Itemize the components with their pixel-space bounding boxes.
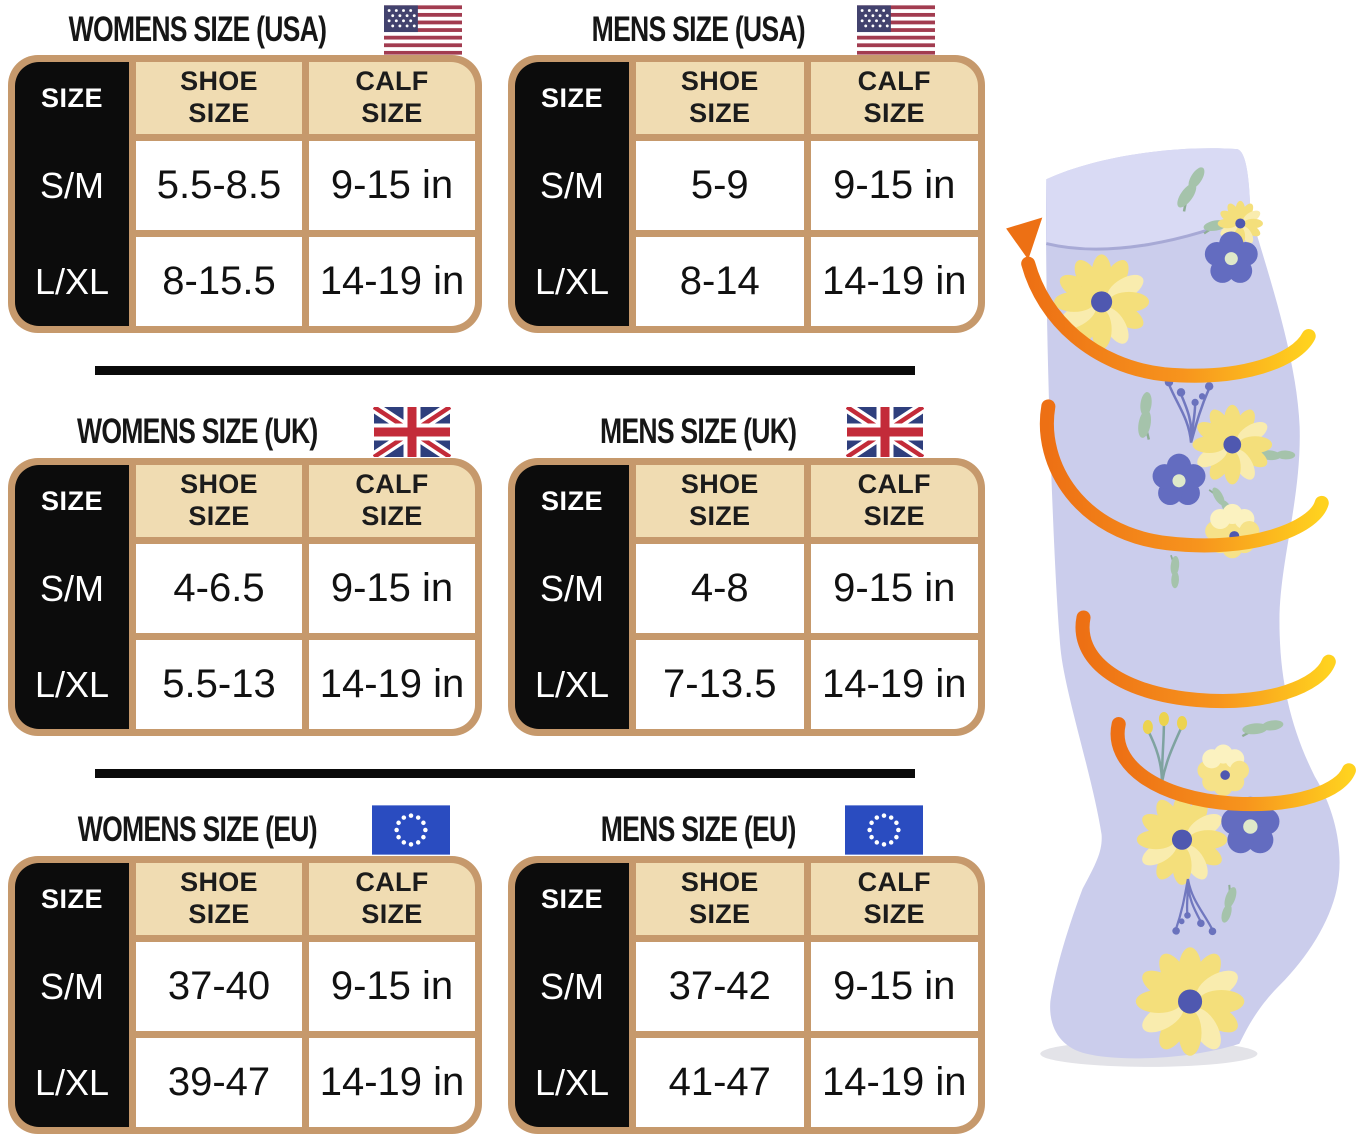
calf-value-sm: 9-15 in	[309, 942, 475, 1031]
size-table-womens-eu: SIZE S/M L/XL SHOE SIZE CALF SIZE 37-40 …	[8, 856, 482, 1134]
calf-size-header: CALF SIZE	[309, 863, 475, 935]
shoe-size-header: SHOE SIZE	[136, 62, 302, 134]
size-table-womens-usa: SIZE S/M L/XL SHOE SIZE CALF SIZE 5.5-8.…	[8, 55, 482, 333]
row-label-sm: S/M	[39, 164, 104, 206]
title-text: MENS SIZE (USA)	[591, 10, 806, 49]
size-table-womens-uk: SIZE S/M L/XL SHOE SIZE CALF SIZE 4-6.5 …	[8, 458, 482, 736]
title-text: WOMENS SIZE (UK)	[76, 412, 318, 451]
size-column: SIZE S/M L/XL	[515, 62, 629, 326]
size-table-mens-uk: SIZE S/M L/XL SHOE SIZE CALF SIZE 4-8 9-…	[508, 458, 985, 736]
size-column: SIZE S/M L/XL	[515, 863, 629, 1127]
title-mens-uk: MENS SIZE (UK)	[508, 406, 985, 458]
row-label-sm: S/M	[539, 164, 604, 206]
title-womens-eu: WOMENS SIZE (EU)	[8, 804, 482, 856]
row-label-sm: S/M	[39, 965, 104, 1007]
calf-size-header: CALF SIZE	[309, 465, 475, 537]
size-column-header: SIZE	[540, 883, 603, 914]
title-text: MENS SIZE (UK)	[600, 412, 797, 451]
row-label-sm: S/M	[39, 567, 104, 609]
shoe-size-header: SHOE SIZE	[636, 465, 804, 537]
eu-flag	[372, 805, 450, 855]
calf-value-sm: 9-15 in	[309, 141, 475, 230]
calf-value-lxl: 14-19 in	[810, 1038, 978, 1127]
size-column: SIZE S/M L/XL	[15, 465, 129, 729]
usa-flag	[857, 5, 935, 55]
shoe-value-lxl: 39-47	[136, 1038, 302, 1127]
section-divider-2	[95, 769, 915, 778]
shoe-value-lxl: 7-13.5	[636, 640, 804, 729]
row-label-lxl: L/XL	[34, 260, 110, 302]
shoe-size-header: SHOE SIZE	[136, 863, 302, 935]
calf-value-sm: 9-15 in	[810, 942, 978, 1031]
usa-flag	[384, 5, 462, 55]
size-column-header: SIZE	[40, 883, 103, 914]
size-table-mens-usa: SIZE S/M L/XL SHOE SIZE CALF SIZE 5-9 9-…	[508, 55, 985, 333]
row-label-lxl: L/XL	[534, 663, 610, 705]
shoe-value-sm: 5-9	[636, 141, 804, 230]
shoe-value-lxl: 8-15.5	[136, 237, 302, 326]
title-text: WOMENS SIZE (USA)	[68, 10, 326, 49]
size-table-mens-eu: SIZE S/M L/XL SHOE SIZE CALF SIZE 37-42 …	[508, 856, 985, 1134]
shoe-value-lxl: 41-47	[636, 1038, 804, 1127]
calf-size-header: CALF SIZE	[810, 62, 978, 134]
shoe-size-header: SHOE SIZE	[636, 62, 804, 134]
uk-flag	[373, 407, 451, 457]
row-label-lxl: L/XL	[34, 1061, 110, 1103]
calf-value-sm: 9-15 in	[810, 544, 978, 633]
calf-value-lxl: 14-19 in	[810, 640, 978, 729]
title-mens-usa: MENS SIZE (USA)	[508, 4, 985, 56]
calf-value-lxl: 14-19 in	[309, 640, 475, 729]
section-divider-1	[95, 366, 915, 375]
size-column: SIZE S/M L/XL	[15, 863, 129, 1127]
size-column-header: SIZE	[540, 485, 603, 516]
shoe-size-header: SHOE SIZE	[636, 863, 804, 935]
shoe-value-lxl: 5.5-13	[136, 640, 302, 729]
calf-value-sm: 9-15 in	[309, 544, 475, 633]
row-label-sm: S/M	[539, 567, 604, 609]
compression-spiral-arrow-icon	[1021, 256, 1356, 812]
floral-compression-sock	[1006, 148, 1356, 1067]
shoe-value-sm: 37-40	[136, 942, 302, 1031]
title-womens-uk: WOMENS SIZE (UK)	[8, 406, 482, 458]
size-column: SIZE S/M L/XL	[15, 62, 129, 326]
shoe-value-sm: 4-8	[636, 544, 804, 633]
shoe-value-lxl: 8-14	[636, 237, 804, 326]
size-column-header: SIZE	[40, 82, 103, 113]
title-womens-usa: WOMENS SIZE (USA)	[8, 4, 482, 56]
row-label-lxl: L/XL	[34, 663, 110, 705]
calf-size-header: CALF SIZE	[810, 863, 978, 935]
shoe-size-header: SHOE SIZE	[136, 465, 302, 537]
row-label-sm: S/M	[539, 965, 604, 1007]
shoe-value-sm: 37-42	[636, 942, 804, 1031]
shoe-value-sm: 4-6.5	[136, 544, 302, 633]
calf-size-header: CALF SIZE	[309, 62, 475, 134]
size-column-header: SIZE	[40, 485, 103, 516]
calf-value-lxl: 14-19 in	[309, 1038, 475, 1127]
calf-value-lxl: 14-19 in	[309, 237, 475, 326]
title-mens-eu: MENS SIZE (EU)	[508, 804, 985, 856]
spiral-arrowhead	[1006, 217, 1043, 260]
title-text: WOMENS SIZE (EU)	[77, 810, 317, 849]
calf-value-lxl: 14-19 in	[810, 237, 978, 326]
size-column-header: SIZE	[540, 82, 603, 113]
shoe-value-sm: 5.5-8.5	[136, 141, 302, 230]
size-column: SIZE S/M L/XL	[515, 465, 629, 729]
calf-value-sm: 9-15 in	[810, 141, 978, 230]
row-label-lxl: L/XL	[534, 1061, 610, 1103]
calf-size-header: CALF SIZE	[810, 465, 978, 537]
row-label-lxl: L/XL	[534, 260, 610, 302]
sock-illustration	[998, 133, 1357, 1098]
eu-flag	[845, 805, 923, 855]
uk-flag	[846, 407, 924, 457]
title-text: MENS SIZE (EU)	[601, 810, 797, 849]
